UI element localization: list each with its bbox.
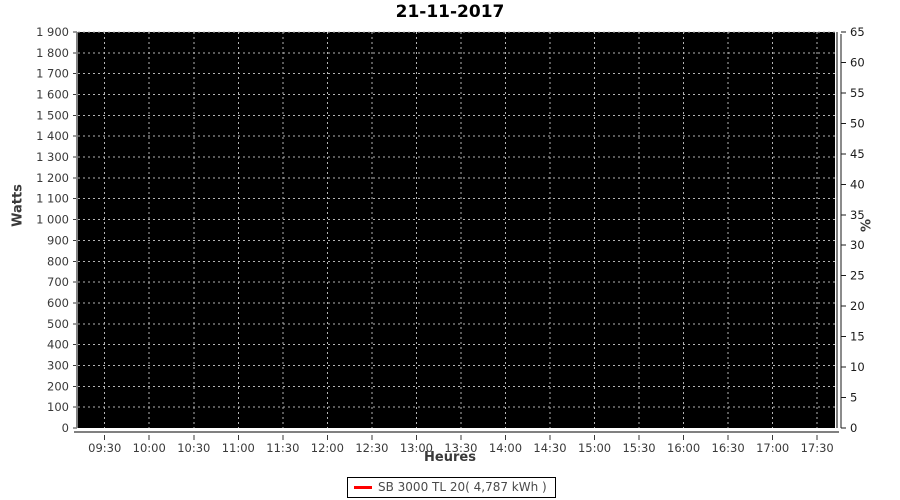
svg-text:1 000: 1 000 <box>36 213 69 227</box>
svg-text:11:30: 11:30 <box>266 441 299 455</box>
svg-text:200: 200 <box>47 379 69 393</box>
plot-background <box>78 32 835 428</box>
svg-text:400: 400 <box>47 338 69 352</box>
axis-lines <box>74 32 842 433</box>
svg-text:45: 45 <box>850 147 865 161</box>
svg-text:1 300: 1 300 <box>36 150 69 164</box>
y2-axis-title: % <box>859 218 875 233</box>
svg-text:0: 0 <box>850 421 857 435</box>
svg-text:55: 55 <box>850 86 865 100</box>
svg-text:25: 25 <box>850 269 865 283</box>
svg-text:16:30: 16:30 <box>712 441 745 455</box>
svg-text:10: 10 <box>850 360 865 374</box>
svg-text:700: 700 <box>47 275 69 289</box>
svg-text:10:00: 10:00 <box>133 441 166 455</box>
svg-text:13:30: 13:30 <box>444 441 477 455</box>
svg-text:1 900: 1 900 <box>36 25 69 39</box>
legend-color-swatch-icon <box>354 485 372 489</box>
svg-text:17:30: 17:30 <box>801 441 834 455</box>
svg-text:09:30: 09:30 <box>88 441 121 455</box>
svg-text:600: 600 <box>47 296 69 310</box>
svg-text:1 100: 1 100 <box>36 192 69 206</box>
svg-text:1 700: 1 700 <box>36 67 69 81</box>
svg-text:900: 900 <box>47 233 69 247</box>
svg-text:16:00: 16:00 <box>667 441 700 455</box>
chart-title: 21-11-2017 <box>395 2 505 22</box>
svg-text:1 200: 1 200 <box>36 171 69 185</box>
svg-text:14:30: 14:30 <box>533 441 566 455</box>
legend[interactable]: SB 3000 TL 20( 4,787 kWh ) <box>347 477 556 498</box>
svg-text:17:00: 17:00 <box>756 441 789 455</box>
x-axis-title: Heures <box>424 450 476 465</box>
y-axis-ticks: 0 100 200 300 400 500 600 700 800 900 1 000 1 100 1 … <box>36 25 77 435</box>
svg-text:15:00: 15:00 <box>578 441 611 455</box>
x-axis-ticks: 09:30 10:00 10:30 11:00 11:30 12:00 12:30 13:00… <box>88 435 834 455</box>
svg-text:12:00: 12:00 <box>311 441 344 455</box>
svg-text:12:30: 12:30 <box>355 441 388 455</box>
svg-text:10:30: 10:30 <box>177 441 210 455</box>
svg-text:5: 5 <box>850 391 857 405</box>
svg-text:30: 30 <box>850 238 865 252</box>
gridlines <box>78 31 835 428</box>
y2-axis-ticks: 0 5 10 15 20 25 30 35 40 45 50 55 60 65 <box>841 25 865 435</box>
svg-text:14:00: 14:00 <box>489 441 522 455</box>
svg-text:40: 40 <box>850 177 865 191</box>
svg-text:20: 20 <box>850 299 865 313</box>
legend-label: SB 3000 TL 20( 4,787 kWh ) <box>378 480 547 494</box>
svg-text:15: 15 <box>850 330 865 344</box>
svg-text:1 500: 1 500 <box>36 108 69 122</box>
svg-text:300: 300 <box>47 358 69 372</box>
svg-text:1 800: 1 800 <box>36 46 69 60</box>
svg-text:11:00: 11:00 <box>222 441 255 455</box>
svg-text:1 600: 1 600 <box>36 88 69 102</box>
svg-text:60: 60 <box>850 55 865 69</box>
svg-text:50: 50 <box>850 116 865 130</box>
svg-text:0: 0 <box>62 421 69 435</box>
svg-text:65: 65 <box>850 25 865 39</box>
svg-text:15:30: 15:30 <box>622 441 655 455</box>
svg-text:35: 35 <box>850 208 865 222</box>
svg-text:800: 800 <box>47 254 69 268</box>
svg-text:1 400: 1 400 <box>36 129 69 143</box>
y-axis-title: Watts <box>10 184 26 227</box>
svg-text:500: 500 <box>47 317 69 331</box>
svg-text:100: 100 <box>47 400 69 414</box>
svg-text:13:00: 13:00 <box>400 441 433 455</box>
